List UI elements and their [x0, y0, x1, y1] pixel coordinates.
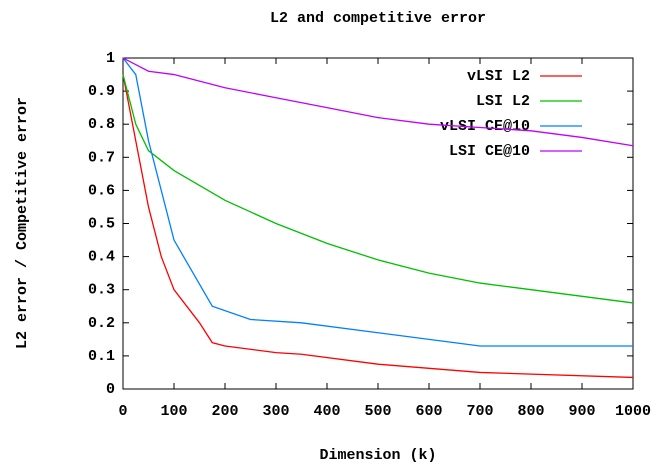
legend-label: LSI L2 [476, 93, 530, 110]
y-tick-label: 0 [106, 381, 115, 398]
y-tick-label: 0.3 [88, 282, 115, 299]
legend-label: vLSI CE@10 [440, 118, 530, 135]
y-tick-label: 0.6 [88, 182, 115, 199]
y-tick-label: 0.9 [88, 83, 115, 100]
series-line [122, 74, 634, 304]
legend-label: vLSI L2 [467, 68, 530, 85]
y-tick-label: 0.1 [88, 348, 115, 365]
x-tick-label: 1000 [615, 403, 651, 420]
series-line [122, 74, 634, 379]
chart-title: L2 and competitive error [270, 10, 486, 27]
y-tick-label: 0.2 [88, 315, 115, 332]
legend-label: LSI CE@10 [449, 143, 530, 160]
x-tick-label: 600 [415, 403, 442, 420]
series-line [122, 57, 634, 147]
series-line [122, 57, 633, 347]
plot-frame [122, 57, 634, 390]
x-tick-label: 800 [517, 403, 544, 420]
x-tick-label: 900 [568, 403, 595, 420]
y-tick-label: 0.4 [88, 249, 115, 266]
x-tick-label: 200 [211, 403, 238, 420]
y-tick-label: 0.7 [88, 149, 115, 166]
x-axis-label: Dimension (k) [319, 447, 436, 464]
y-tick-label: 1 [106, 50, 115, 67]
y-axis-label: L2 error / Competitive error [14, 97, 31, 349]
y-tick-label: 0.5 [88, 215, 115, 232]
y-tick-label: 0.8 [88, 116, 115, 133]
x-tick-label: 500 [364, 403, 391, 420]
x-tick-label: 100 [160, 403, 187, 420]
x-tick-label: 300 [262, 403, 289, 420]
x-tick-label: 700 [466, 403, 493, 420]
x-tick-label: 400 [313, 403, 340, 420]
x-tick-label: 0 [118, 403, 127, 420]
